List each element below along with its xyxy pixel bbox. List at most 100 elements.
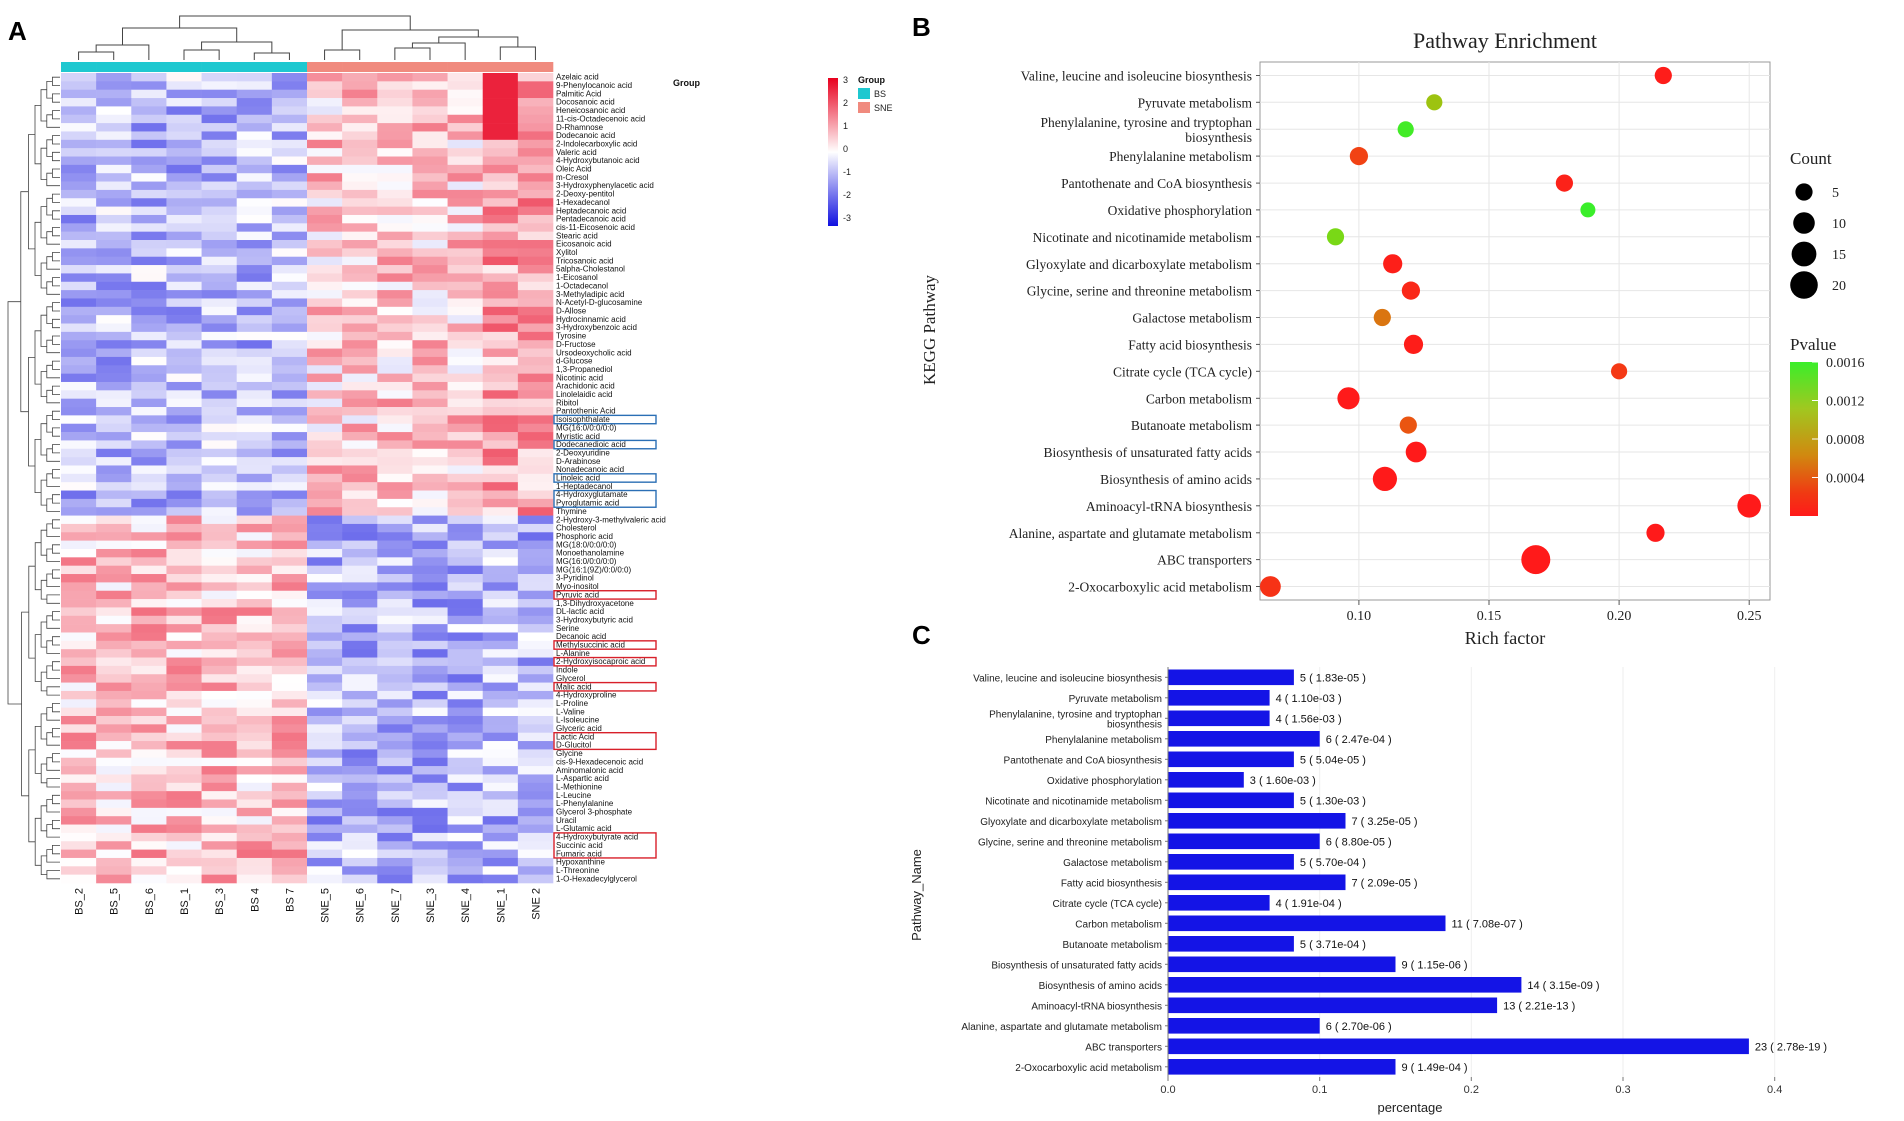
dendrogram-branch xyxy=(46,665,60,679)
heatmap-cell xyxy=(61,599,97,608)
heatmap-cell xyxy=(131,348,167,358)
heatmap-cell xyxy=(412,574,448,583)
heatmap-cell xyxy=(166,273,202,283)
heatmap-cell xyxy=(131,440,167,450)
heatmap-cell xyxy=(412,273,448,283)
heatmap-cell xyxy=(342,699,378,708)
heatmap-cell xyxy=(307,89,343,99)
heatmap-cell xyxy=(201,849,238,859)
heatmap-cell xyxy=(236,632,273,642)
heatmap-cell xyxy=(61,724,97,733)
heatmap-cell xyxy=(131,624,167,633)
heatmap-cell xyxy=(271,766,308,775)
heatmap-cell xyxy=(342,490,378,500)
group-bar-cell xyxy=(61,62,97,72)
heatmap-cell xyxy=(166,415,202,425)
heatmap-cell xyxy=(96,665,132,675)
heatmap-cell xyxy=(342,323,378,333)
heatmap-cell xyxy=(96,807,132,817)
heatmap-cell xyxy=(166,423,202,433)
heatmap-cell xyxy=(517,649,554,658)
dendrogram-branch xyxy=(394,47,431,60)
heatmap-cell xyxy=(307,156,343,166)
heatmap-cell xyxy=(377,398,413,408)
heatmap-cell xyxy=(166,515,202,525)
heatmap-cell xyxy=(61,507,97,516)
heatmap-cell xyxy=(377,824,413,834)
heatmap-cell xyxy=(447,473,484,483)
heatmap-cell xyxy=(377,323,413,333)
heatmap-cell xyxy=(307,181,343,191)
group-bar-cell xyxy=(342,62,378,72)
heatmap-cell xyxy=(307,423,343,433)
row-label: Aminomalonic acid xyxy=(556,766,623,775)
heatmap-cell xyxy=(342,131,378,141)
heatmap-cell xyxy=(96,148,132,157)
heatmap-cell xyxy=(307,599,343,608)
dendrogram-branch xyxy=(52,703,60,713)
dendrogram-branch xyxy=(46,686,60,696)
heatmap-cell xyxy=(517,240,554,249)
row-label: Monoethanolamine xyxy=(556,549,625,558)
heatmap-cell xyxy=(201,824,238,834)
dendrogram-branch xyxy=(52,227,60,237)
heatmap-cell xyxy=(447,782,484,792)
row-label: Isoisophthalate xyxy=(556,415,610,424)
heatmap-cell xyxy=(377,490,413,500)
heatmap-cell xyxy=(61,590,97,600)
heatmap-cell xyxy=(307,457,343,466)
heatmap-cell xyxy=(61,482,97,491)
bar-annotation: 5 ( 3.71e-04 ) xyxy=(1300,939,1366,951)
heatmap-cell xyxy=(131,164,167,174)
heatmap-cell xyxy=(166,565,202,575)
row-label: 2-Deoxyuridine xyxy=(556,448,610,457)
heatmap-cell xyxy=(166,632,202,642)
heatmap-cell xyxy=(377,231,413,241)
pathway-label: Fatty acid biosynthesis xyxy=(1128,337,1252,352)
heatmap-cell xyxy=(482,164,519,174)
heatmap-cell xyxy=(271,791,308,800)
color-scale-tick: 0 xyxy=(843,144,848,154)
heatmap-cell xyxy=(307,189,343,199)
heatmap-cell xyxy=(412,607,448,617)
heatmap-cell xyxy=(482,315,519,324)
heatmap-cell xyxy=(61,440,97,450)
group-name: BS xyxy=(874,89,886,99)
heatmap-cell xyxy=(201,674,238,683)
heatmap-cell xyxy=(131,256,167,266)
heatmap-cell xyxy=(412,532,448,541)
heatmap-cell xyxy=(342,741,378,750)
heatmap-cell xyxy=(447,816,484,825)
heatmap-cell xyxy=(447,290,484,299)
heatmap-cell xyxy=(96,323,132,333)
dendrogram-branch xyxy=(40,671,47,692)
heatmap-cell xyxy=(517,791,554,800)
bar xyxy=(1168,1018,1320,1034)
heatmap-cell xyxy=(377,657,413,667)
heatmap-cell xyxy=(447,398,484,408)
heatmap-cell xyxy=(342,766,378,775)
heatmap-cell xyxy=(271,440,308,450)
heatmap-column-labels: BS_2 BS_5 BS_6 BS_1 BS_3 BS 4 BS 7 SNE_5 SNE_6 SN… xyxy=(74,888,543,923)
heatmap-cell xyxy=(166,206,202,216)
heatmap-cell xyxy=(201,690,238,700)
heatmap-cell xyxy=(447,256,484,266)
heatmap-cell xyxy=(271,824,308,834)
heatmap-cell xyxy=(201,540,238,550)
heatmap-cell xyxy=(61,674,97,683)
heatmap-cell xyxy=(131,173,167,182)
row-label: Uracil xyxy=(556,816,577,825)
dendrogram-branch xyxy=(52,820,60,830)
heatmap-cell xyxy=(201,98,238,107)
heatmap-cell xyxy=(271,164,308,174)
heatmap-cell xyxy=(447,281,484,291)
pathway-label: Alanine, aspartate and glutamate metabol… xyxy=(1009,526,1253,541)
heatmap-cell xyxy=(236,532,273,541)
heatmap-cell xyxy=(517,532,554,541)
heatmap-cell xyxy=(166,181,202,191)
row-label: m-Cresol xyxy=(556,173,589,182)
heatmap-cell xyxy=(517,741,554,750)
pvalue-legend-title: Pvalue xyxy=(1790,335,1836,354)
heatmap-cell xyxy=(201,473,238,483)
